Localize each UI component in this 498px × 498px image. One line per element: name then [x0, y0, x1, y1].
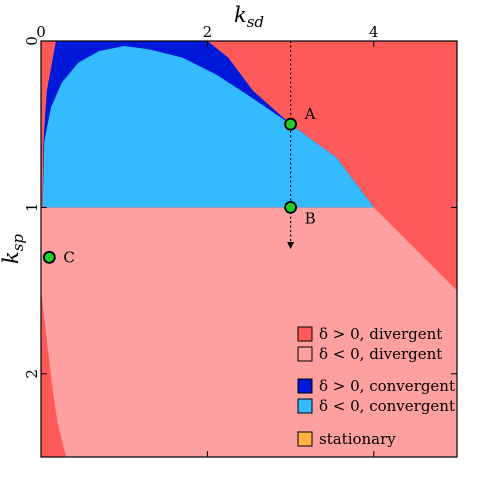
legend-swatch-stationary	[297, 431, 313, 447]
tick-layer: 0 2 4 0 1 2	[23, 23, 457, 457]
legend-label-div-neg: δ < 0, divergent	[319, 345, 442, 363]
point-label-a: A	[304, 105, 316, 123]
region-layer	[41, 41, 457, 457]
legend-label-stationary: stationary	[319, 430, 396, 448]
x-tick-label: 0	[36, 23, 46, 41]
x-tick-label: 2	[203, 23, 213, 41]
legend-label-conv-neg: δ < 0, convergent	[319, 397, 455, 415]
legend-swatch-div-pos	[297, 326, 313, 342]
x-axis-title-main: k	[234, 3, 247, 27]
legend-swatch-conv-neg	[297, 398, 313, 414]
x-axis-title: ksd	[234, 3, 264, 31]
x-tick-label: 4	[369, 23, 379, 41]
legend-swatch-div-neg	[297, 346, 313, 362]
legend-label-div-pos: δ > 0, divergent	[319, 325, 442, 343]
point-label-b: B	[305, 209, 316, 227]
y-tick-label: 1	[23, 203, 41, 213]
point-b	[284, 200, 298, 214]
y-axis-title-main: k	[0, 251, 23, 264]
y-axis-title: ksp	[0, 234, 27, 264]
legend-label-conv-pos: δ > 0, convergent	[319, 377, 455, 395]
region-divergent-negative	[41, 207, 457, 457]
point-label-c: C	[63, 248, 74, 266]
x-axis-title-sub: sd	[247, 13, 264, 31]
y-tick-label: 2	[23, 369, 41, 379]
trajectory-arrowhead	[287, 242, 295, 249]
legend-swatch-conv-pos	[297, 378, 313, 394]
y-tick-label: 0	[23, 36, 41, 46]
legend: δ > 0, divergent δ < 0, divergent δ > 0, c…	[297, 325, 455, 448]
overlay-layer: A B C	[42, 41, 316, 266]
point-a	[284, 117, 298, 131]
y-axis-title-sub: sp	[9, 234, 27, 252]
region-divergent-positive-left	[41, 290, 66, 457]
point-c	[42, 250, 56, 264]
plot-frame	[40, 40, 458, 458]
